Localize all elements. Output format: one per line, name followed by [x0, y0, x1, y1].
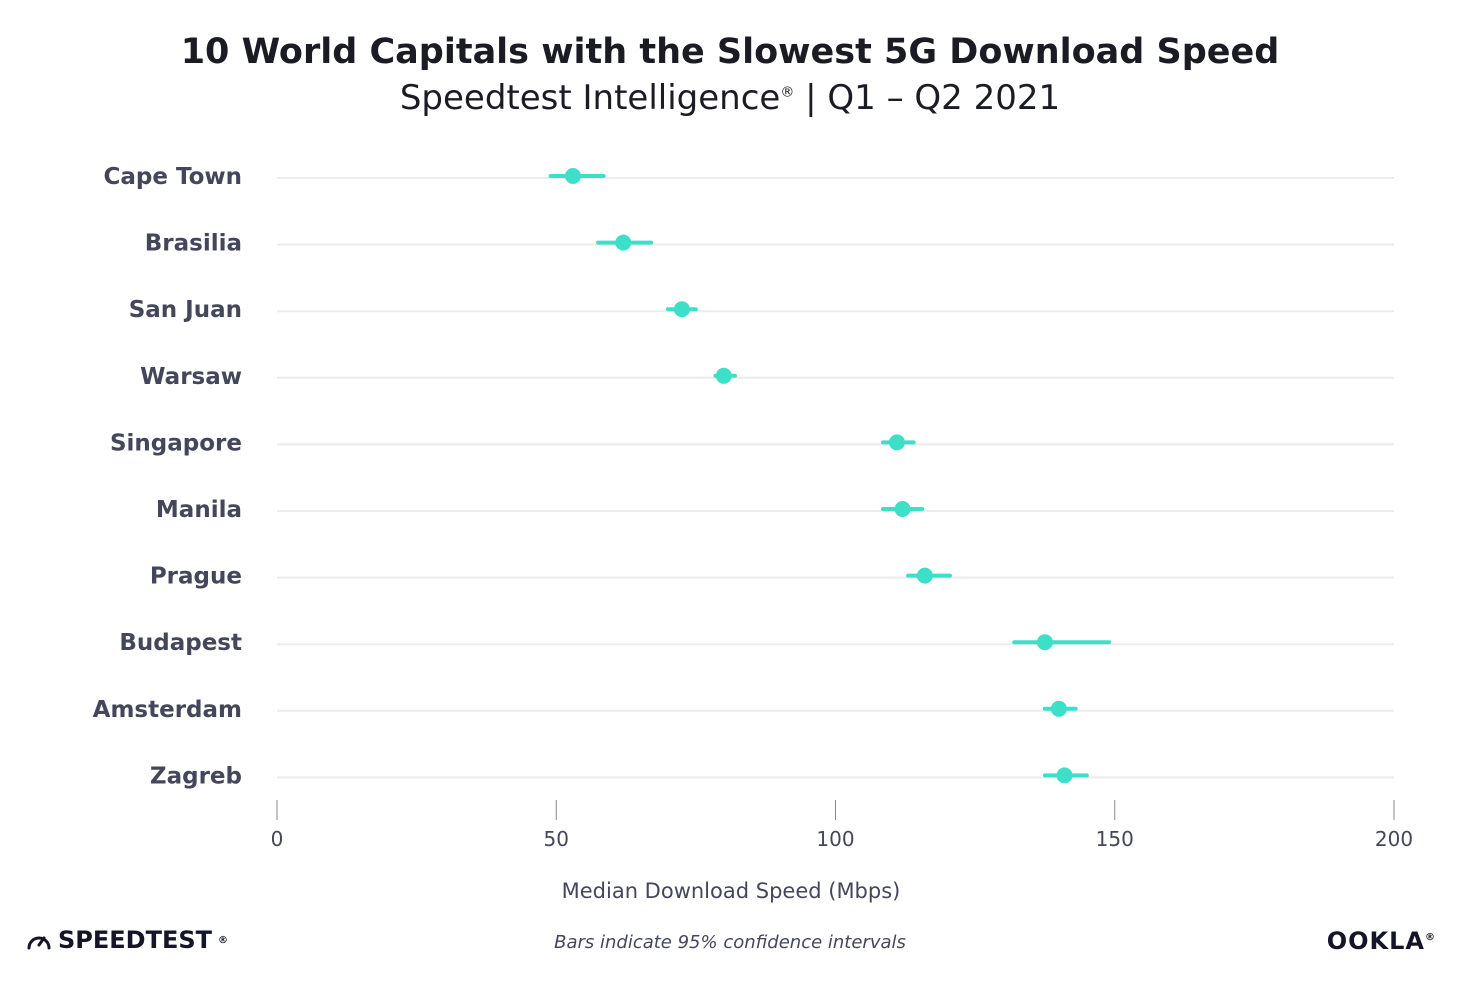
- category-label: Budapest: [119, 630, 242, 656]
- speedtest-logo: SPEEDTEST ®: [26, 926, 228, 954]
- gauge-icon: [27, 936, 51, 950]
- category-label: San Juan: [129, 297, 242, 323]
- tick-label: 100: [816, 827, 854, 851]
- data-point: [894, 501, 911, 517]
- chart-title: 10 World Capitals with the Slowest 5G Do…: [180, 32, 1280, 72]
- confidence-intervals: [548, 174, 1112, 778]
- speedtest-mark: ®: [218, 934, 229, 946]
- registered-mark: ®: [780, 84, 795, 101]
- category-labels: Cape Town Brasilia San Juan Warsaw Singapore…: [93, 164, 242, 789]
- data-point: [565, 168, 582, 184]
- data-point: [916, 567, 933, 584]
- category-label: Amsterdam: [93, 697, 242, 723]
- tick-label: 50: [544, 827, 569, 851]
- category-label: Singapore: [110, 430, 242, 456]
- speedtest-wordmark: SPEEDTEST: [58, 926, 213, 954]
- category-label: Prague: [150, 564, 242, 590]
- data-point: [615, 234, 632, 251]
- x-axis-label: Median Download Speed (Mbps): [562, 879, 901, 903]
- tick-label: 150: [1096, 827, 1134, 851]
- ookla-mark: ®: [1425, 932, 1436, 943]
- category-label: Manila: [156, 497, 242, 523]
- subtitle-rest: | Q1 – Q2 2021: [794, 78, 1061, 118]
- ookla-wordmark: OOKLA: [1326, 927, 1425, 955]
- data-point: [715, 367, 732, 384]
- category-label: Warsaw: [140, 364, 242, 390]
- data-point: [1050, 700, 1067, 717]
- subtitle-main: Speedtest Intelligence: [399, 78, 781, 118]
- tick-label: 200: [1375, 827, 1413, 851]
- data-point: [1036, 634, 1053, 651]
- data-point: [888, 434, 905, 451]
- tick-label: 0: [271, 827, 284, 851]
- data-point: [673, 301, 690, 318]
- chart-subtitle: Speedtest Intelligence® | Q1 – Q2 2021: [0, 78, 1460, 118]
- data-points: [565, 168, 1073, 784]
- x-axis-ticks: 0 50 100 150 200: [271, 800, 1413, 851]
- category-label: Cape Town: [103, 164, 242, 190]
- grid-layer: [277, 177, 1394, 779]
- category-label: Zagreb: [150, 763, 242, 789]
- category-label: Brasilia: [145, 231, 242, 257]
- footnote: Bars indicate 95% confidence intervals: [554, 932, 906, 953]
- data-point: [1056, 767, 1073, 784]
- ookla-logo: OOKLA®: [1327, 927, 1436, 955]
